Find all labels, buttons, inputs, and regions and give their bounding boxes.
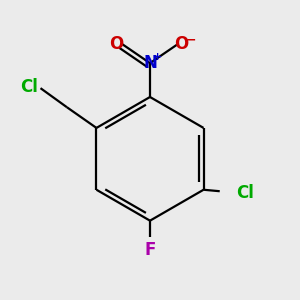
Text: Cl: Cl <box>20 78 38 96</box>
Text: −: − <box>186 34 196 47</box>
Text: O: O <box>174 35 188 53</box>
Text: Cl: Cl <box>236 184 254 202</box>
Text: +: + <box>153 52 162 62</box>
Text: F: F <box>144 241 156 259</box>
Text: O: O <box>110 35 124 53</box>
Text: N: N <box>143 54 157 72</box>
